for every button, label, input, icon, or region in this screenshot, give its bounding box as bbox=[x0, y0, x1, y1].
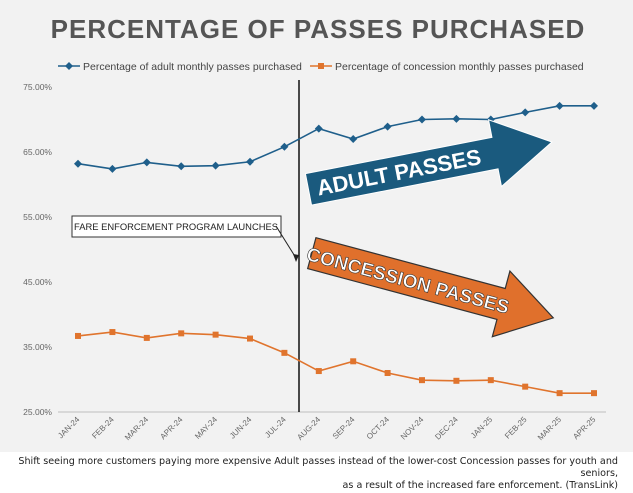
concession-data-point bbox=[315, 368, 322, 375]
concession-data-point bbox=[109, 329, 116, 336]
adult-data-point bbox=[177, 162, 186, 171]
concession-data-point bbox=[178, 330, 185, 337]
x-tick-label: APR-24 bbox=[158, 415, 185, 442]
concession-data-point bbox=[591, 390, 597, 397]
x-tick-label: OCT-24 bbox=[365, 415, 392, 442]
adult-data-point bbox=[555, 101, 564, 110]
legend-concession-marker bbox=[318, 63, 324, 69]
adult-data-point bbox=[452, 114, 461, 123]
y-tick-label: 35.00% bbox=[23, 342, 52, 352]
adult-data-point bbox=[590, 101, 598, 110]
x-tick-label: JUN-24 bbox=[228, 415, 254, 441]
event-annotation-text: FARE ENFORCEMENT PROGRAM LAUNCHES bbox=[74, 221, 278, 232]
concession-passes-arrow: CONCESSION PASSES bbox=[304, 236, 555, 338]
chart-svg: PERCENTAGE OF PASSES PURCHASED Percentag… bbox=[23, 14, 606, 443]
concession-data-point bbox=[75, 332, 81, 339]
concession-data-point bbox=[419, 377, 425, 384]
adult-series-line bbox=[77, 105, 594, 170]
chart-panel: PERCENTAGE OF PASSES PURCHASED Percentag… bbox=[0, 0, 633, 452]
concession-data-point bbox=[522, 383, 529, 390]
caption-line-2: as a result of the increased fare enforc… bbox=[342, 480, 618, 491]
adult-data-point bbox=[142, 158, 151, 167]
x-tick-label: FEB-24 bbox=[90, 415, 116, 441]
x-tick-label: JAN-25 bbox=[469, 415, 495, 441]
adult-data-point bbox=[280, 142, 289, 151]
concession-series-line bbox=[77, 331, 594, 394]
event-annotation-pointer bbox=[275, 225, 297, 259]
x-axis: JAN-24 FEB-24 MAR-24 APR-24 MAY-24 JUN-24 JUL-… bbox=[56, 415, 598, 443]
event-annotation-arrowhead bbox=[293, 254, 299, 262]
adult-data-point bbox=[383, 122, 392, 131]
chart-title: PERCENTAGE OF PASSES PURCHASED bbox=[51, 14, 586, 44]
x-tick-label: AUG-24 bbox=[295, 415, 322, 442]
x-tick-label: JUL-24 bbox=[263, 415, 288, 440]
legend-concession-label: Percentage of concession monthly passes … bbox=[335, 61, 584, 73]
adult-data-point bbox=[211, 161, 220, 170]
event-annotation-box bbox=[71, 215, 282, 238]
x-tick-label: MAR-25 bbox=[536, 415, 563, 442]
adult-arrow-label: ADULT PASSES bbox=[315, 144, 483, 200]
adult-data-point bbox=[314, 124, 323, 133]
x-tick-label: MAR-24 bbox=[123, 415, 150, 442]
adult-data-point bbox=[108, 164, 117, 173]
x-tick-label: DEC-24 bbox=[433, 415, 460, 442]
legend-adult-marker bbox=[65, 62, 73, 70]
concession-data-point bbox=[487, 377, 494, 384]
legend-adult-label: Percentage of adult monthly passes purch… bbox=[83, 61, 302, 73]
concession-arrow-shape bbox=[306, 236, 555, 338]
concession-data-point bbox=[212, 331, 219, 338]
x-tick-label: APR-25 bbox=[571, 415, 598, 442]
concession-data-point bbox=[384, 370, 391, 376]
x-tick-label: JAN-24 bbox=[56, 415, 82, 441]
y-tick-label: 25.00% bbox=[23, 407, 52, 417]
adult-passes-arrow: ADULT PASSES bbox=[304, 118, 553, 206]
concession-data-point bbox=[556, 390, 563, 397]
x-tick-label: NOV-24 bbox=[399, 415, 426, 442]
adult-data-point bbox=[349, 135, 358, 143]
y-tick-label: 65.00% bbox=[23, 147, 52, 157]
y-tick-label: 55.00% bbox=[23, 212, 52, 222]
adult-data-point bbox=[521, 108, 530, 117]
concession-data-point bbox=[247, 335, 253, 342]
caption: Shift seeing more customers paying more … bbox=[0, 456, 618, 492]
concession-data-point bbox=[350, 358, 357, 365]
adult-data-point bbox=[74, 159, 82, 168]
y-tick-label: 75.00% bbox=[23, 82, 52, 92]
concession-data-point bbox=[143, 334, 150, 341]
adult-data-point bbox=[418, 115, 426, 124]
y-tick-label: 45.00% bbox=[23, 277, 52, 287]
concession-data-point bbox=[281, 349, 288, 356]
x-tick-label: SEP-24 bbox=[331, 415, 357, 441]
x-tick-label: FEB-25 bbox=[503, 415, 529, 441]
y-axis: 75.00% 65.00% 55.00% 45.00% 35.00% 25.00% bbox=[23, 82, 52, 417]
adult-arrow-shape bbox=[304, 118, 553, 206]
adult-data-point bbox=[246, 157, 254, 166]
caption-line-1: Shift seeing more customers paying more … bbox=[18, 456, 618, 479]
x-tick-label: MAY-24 bbox=[193, 415, 219, 441]
legend: Percentage of adult monthly passes purch… bbox=[58, 61, 584, 73]
concession-data-point bbox=[453, 377, 460, 384]
series-layer bbox=[74, 101, 598, 397]
event-annotation: FARE ENFORCEMENT PROGRAM LAUNCHES bbox=[71, 215, 299, 262]
